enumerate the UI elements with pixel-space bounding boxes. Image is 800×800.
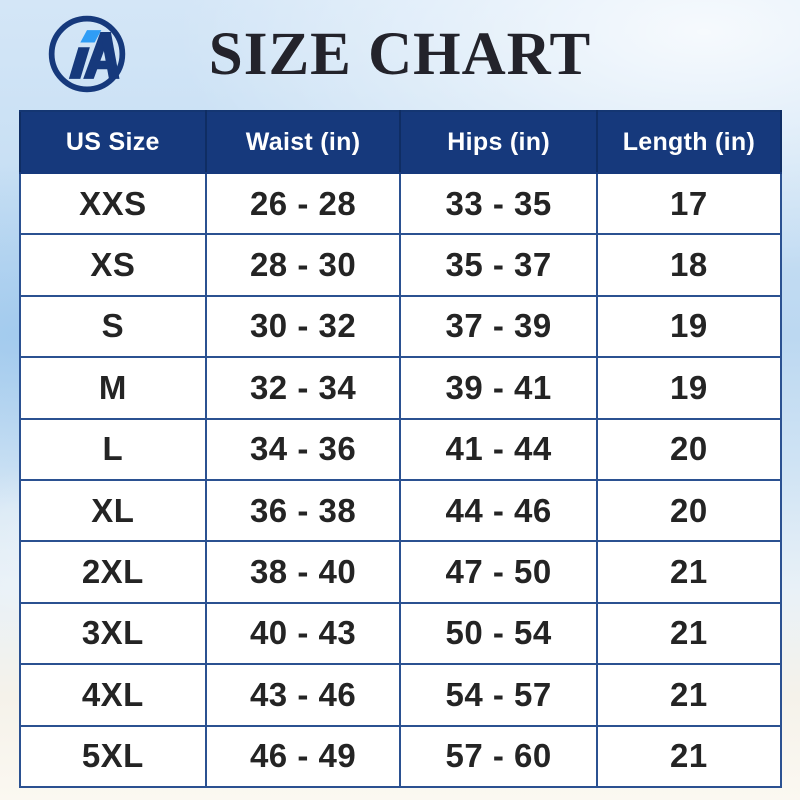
- column-header-hips: Hips (in): [399, 110, 598, 174]
- size-cell: S: [19, 294, 207, 359]
- table-row: 2XL 38 - 40 47 - 50 21: [19, 540, 783, 604]
- table-row: XS 28 - 30 35 - 37 18: [19, 233, 783, 297]
- page-header: SIZE CHART: [0, 0, 800, 110]
- header-row: US Size Waist (in) Hips (in) Length (in): [19, 110, 783, 174]
- table-row: L 34 - 36 41 - 44 20: [19, 417, 783, 481]
- page-title: SIZE CHART: [208, 21, 592, 88]
- size-cell: 4XL: [19, 663, 207, 727]
- waist-cell: 30 - 32: [204, 294, 402, 359]
- table-row: 3XL 40 - 43 50 - 54 21: [19, 601, 783, 666]
- table-row: XXS 26 - 28 33 - 35 17: [19, 171, 783, 236]
- column-header-us-size: US Size: [19, 110, 207, 174]
- size-cell: XXS: [19, 171, 207, 236]
- length-cell: 21: [595, 663, 783, 727]
- waist-cell: 32 - 34: [204, 356, 402, 420]
- hips-cell: 44 - 46: [399, 478, 598, 543]
- size-chart-table: US Size Waist (in) Hips (in) Length (in)…: [19, 110, 783, 789]
- size-cell: XS: [19, 233, 207, 297]
- logo-a-crossbar: [87, 60, 115, 70]
- table-row: 5XL 46 - 49 57 - 60 21: [19, 724, 783, 789]
- hips-cell: 33 - 35: [399, 171, 598, 236]
- length-cell: 17: [595, 171, 783, 236]
- hips-cell: 54 - 57: [399, 663, 598, 727]
- length-cell: 21: [595, 540, 783, 604]
- table-row: 4XL 43 - 46 54 - 57 21: [19, 663, 783, 727]
- size-cell: L: [19, 417, 207, 481]
- logo-i-stem: [68, 47, 90, 79]
- waist-cell: 34 - 36: [204, 417, 402, 481]
- size-table-body: XXS 26 - 28 33 - 35 17 XS 28 - 30 35 - 37 18 S 30…: [19, 171, 783, 789]
- waist-cell: 28 - 30: [204, 233, 402, 297]
- size-cell: 5XL: [19, 724, 207, 789]
- length-cell: 20: [595, 417, 783, 481]
- ia-monogram-circle-icon: [48, 15, 126, 93]
- length-cell: 19: [595, 356, 783, 420]
- length-cell: 21: [595, 601, 783, 666]
- hips-cell: 57 - 60: [399, 724, 598, 789]
- table-row: M 32 - 34 39 - 41 19: [19, 356, 783, 420]
- hips-cell: 41 - 44: [399, 417, 598, 481]
- length-cell: 21: [595, 724, 783, 789]
- hips-cell: 35 - 37: [399, 233, 598, 297]
- length-cell: 20: [595, 478, 783, 543]
- length-cell: 18: [595, 233, 783, 297]
- size-cell: 2XL: [19, 540, 207, 604]
- waist-cell: 46 - 49: [204, 724, 402, 789]
- column-header-waist: Waist (in): [204, 110, 402, 174]
- column-header-length: Length (in): [595, 110, 783, 174]
- size-cell: XL: [19, 478, 207, 543]
- size-table-head: US Size Waist (in) Hips (in) Length (in): [19, 110, 783, 174]
- logo-dot: [80, 30, 102, 43]
- table-row: S 30 - 32 37 - 39 19: [19, 294, 783, 359]
- hips-cell: 37 - 39: [399, 294, 598, 359]
- logo-a-right-leg: [100, 32, 120, 79]
- waist-cell: 43 - 46: [204, 663, 402, 727]
- size-cell: M: [19, 356, 207, 420]
- table-row: XL 36 - 38 44 - 46 20: [19, 478, 783, 543]
- hips-cell: 39 - 41: [399, 356, 598, 420]
- hips-cell: 50 - 54: [399, 601, 598, 666]
- waist-cell: 36 - 38: [204, 478, 402, 543]
- size-cell: 3XL: [19, 601, 207, 666]
- waist-cell: 40 - 43: [204, 601, 402, 666]
- length-cell: 19: [595, 294, 783, 359]
- hips-cell: 47 - 50: [399, 540, 598, 604]
- logo-ring: [48, 15, 126, 93]
- waist-cell: 26 - 28: [204, 171, 402, 236]
- waist-cell: 38 - 40: [204, 540, 402, 604]
